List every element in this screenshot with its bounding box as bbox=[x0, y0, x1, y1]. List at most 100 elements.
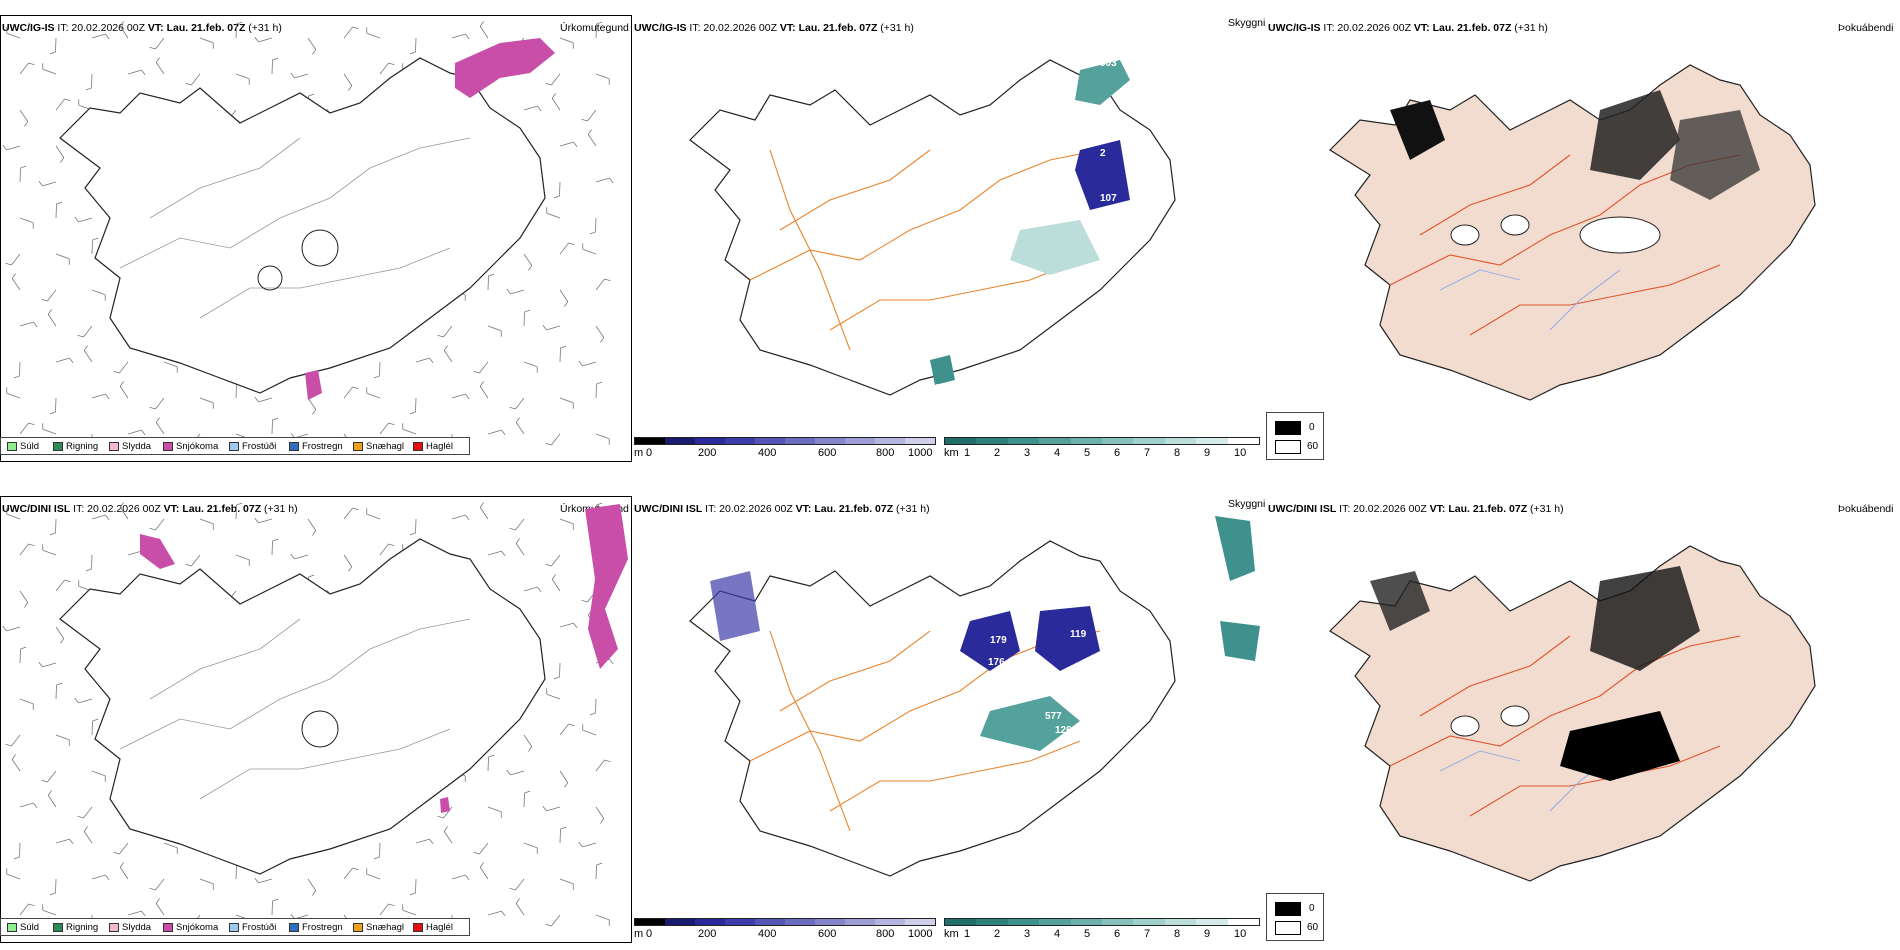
vis-value-label: 145 bbox=[1072, 767, 1089, 778]
wind-barb-flag bbox=[24, 602, 29, 608]
wind-barb-flag bbox=[49, 51, 56, 55]
wind-barb-flag bbox=[41, 779, 48, 783]
wind-barb-flag bbox=[524, 790, 531, 794]
roads bbox=[749, 630, 1101, 832]
valid-time: Lau. 21.feb. 07Z bbox=[1448, 503, 1528, 515]
wind-barb bbox=[155, 878, 165, 891]
wind-barb-flag bbox=[596, 21, 603, 25]
model-name: UWC/IG-IS bbox=[2, 22, 55, 34]
wind-barb bbox=[479, 26, 489, 39]
precip-type-map bbox=[2, 502, 628, 932]
lead-time: (+31 h) bbox=[264, 503, 298, 515]
wind-barb bbox=[523, 105, 538, 111]
colorbar-unit: m bbox=[634, 447, 644, 459]
wind-barb bbox=[155, 518, 165, 531]
wind-barb bbox=[415, 397, 417, 413]
wind-barb bbox=[515, 518, 525, 531]
wind-barb-flag bbox=[501, 910, 506, 917]
colorbar-tick: 200 bbox=[698, 447, 717, 459]
wind-barb bbox=[366, 513, 381, 520]
colorbar-tick: 4 bbox=[1054, 928, 1061, 940]
wind-barb-flag bbox=[272, 417, 279, 421]
wind-barb bbox=[127, 910, 142, 916]
wind-barb bbox=[127, 69, 142, 75]
wind-barb bbox=[366, 873, 381, 880]
wind-barb bbox=[91, 554, 93, 570]
wind-barb bbox=[258, 878, 273, 884]
wind-barb bbox=[78, 698, 93, 704]
wind-barb bbox=[595, 698, 597, 714]
legend-item: Slydda bbox=[109, 922, 151, 933]
wind-barb bbox=[119, 386, 129, 399]
precip-map-frame bbox=[0, 15, 632, 462]
wind-barb-flag bbox=[2, 144, 7, 151]
low-vis-area bbox=[980, 696, 1080, 751]
legend-item: Rigning bbox=[53, 441, 98, 452]
wind-barb bbox=[515, 543, 525, 556]
wind-barb bbox=[199, 518, 214, 525]
colorbar-tick: 7 bbox=[1144, 928, 1151, 940]
precip-legend: Súld Rigning Slydda Snjókoma Frostúði Fr… bbox=[0, 437, 470, 455]
wind-barb-flag bbox=[545, 82, 552, 86]
wind-barb bbox=[559, 662, 561, 678]
visibility-map bbox=[689, 59, 1176, 396]
wind-barb bbox=[451, 393, 466, 399]
wind-barb bbox=[55, 518, 57, 534]
wind-barb-flag bbox=[33, 802, 38, 809]
row-1: UWC/IG-IS IT: 20.02.2026 00Z VT: Lau. 21… bbox=[0, 15, 1893, 462]
wind-barb bbox=[19, 903, 29, 916]
precip-map-frame bbox=[0, 496, 632, 943]
colorbar-unit: m bbox=[634, 928, 644, 940]
wind-barb-flag bbox=[119, 862, 124, 868]
wind-barb bbox=[47, 314, 57, 327]
roads bbox=[119, 137, 471, 319]
wind-barb-flag bbox=[578, 360, 583, 367]
wind-barb-flag bbox=[596, 502, 603, 506]
wind-barb bbox=[19, 167, 21, 183]
wind-barb-flag bbox=[443, 345, 448, 351]
wind-barb bbox=[523, 792, 525, 808]
legend-swatch bbox=[229, 441, 239, 451]
legend-swatch bbox=[7, 922, 17, 932]
wind-barb-flag bbox=[528, 746, 533, 752]
wind-barb bbox=[551, 433, 561, 446]
legend-swatch bbox=[413, 922, 423, 932]
wind-barb bbox=[91, 720, 93, 736]
wind-barb-flag bbox=[24, 121, 29, 127]
row-2: UWC/DINI ISL IT: 20.02.2026 00Z VT: Lau.… bbox=[0, 475, 1900, 950]
wind-barb bbox=[119, 26, 129, 39]
wind-barb bbox=[42, 549, 57, 556]
wind-barb-flag bbox=[11, 273, 16, 279]
wind-barb-flag bbox=[568, 242, 575, 246]
wind-barb bbox=[127, 429, 142, 435]
legend-label: Frostregn bbox=[302, 441, 343, 452]
wind-barb bbox=[307, 397, 317, 410]
wind-barb-flag bbox=[185, 563, 192, 567]
wind-barb bbox=[42, 909, 57, 916]
wind-barb-flag bbox=[272, 538, 279, 542]
wind-barb bbox=[271, 540, 273, 556]
wind-barb bbox=[451, 874, 466, 880]
valid-time-label: VT: bbox=[1429, 503, 1446, 515]
valid-time: Lau. 21.feb. 07Z bbox=[1432, 22, 1512, 34]
wind-barb bbox=[83, 350, 93, 363]
wind-barb bbox=[42, 181, 57, 187]
wind-barb-flag bbox=[254, 396, 259, 403]
legend-label: Rigning bbox=[66, 922, 99, 933]
wind-barb-flag bbox=[409, 51, 416, 55]
low-vis-area bbox=[1075, 140, 1130, 210]
wind-barb-flag bbox=[69, 838, 74, 845]
wind-barb bbox=[510, 289, 525, 295]
wind-barb-flag bbox=[74, 216, 79, 223]
wind-barb bbox=[19, 62, 29, 75]
colorbar-tick: 10 bbox=[1234, 928, 1247, 940]
wind-barb bbox=[523, 253, 533, 266]
wind-barb bbox=[191, 554, 201, 567]
colorbar-tick: 1 bbox=[964, 928, 971, 940]
wind-barb bbox=[595, 433, 610, 440]
wind-barb bbox=[307, 37, 317, 50]
wind-barb bbox=[42, 428, 57, 435]
wind-barb bbox=[83, 325, 93, 338]
wind-barb bbox=[487, 429, 502, 435]
panel-title-visibility: Skyggni bbox=[1228, 17, 1266, 29]
